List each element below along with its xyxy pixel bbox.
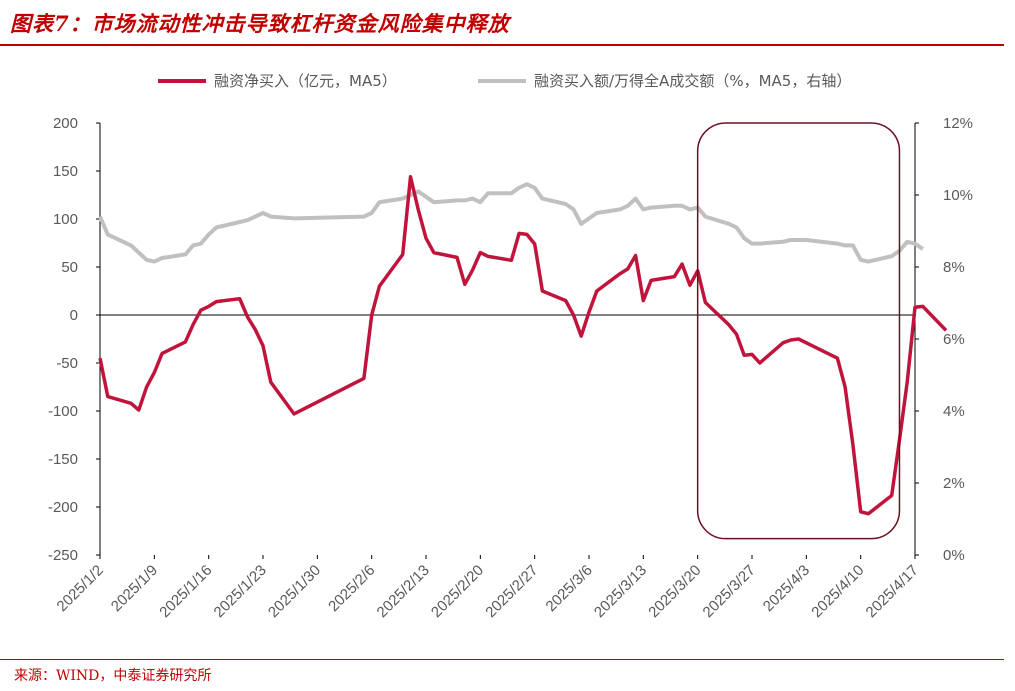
series-line-0 [98,175,948,516]
y-right-tick-label-1: 10% [943,187,973,204]
x-tick-label-6: 2025/2/13 [374,562,433,621]
y-right-tick-label-3: 6% [943,331,965,348]
legend-label-1: 融资买入额/万得全A成交额（%，MA5，右轴） [534,72,851,90]
y-left-tick-label-5: -50 [56,355,78,372]
x-tick-label-4: 2025/1/30 [265,562,324,621]
chart-title: 图表7：市场流动性冲击导致杠杆资金风险集中释放 [10,11,510,36]
x-tick-label-7: 2025/2/20 [428,562,487,621]
y-left-tick-label-7: -150 [48,451,78,468]
x-tick-label-12: 2025/3/27 [700,562,759,621]
x-tick-label-5: 2025/2/6 [325,562,378,615]
highlight-box [696,122,901,540]
y-left-tick-label-4: 0 [70,307,78,324]
x-tick-label-13: 2025/4/3 [760,562,813,615]
y-left-tick-label-1: 150 [53,163,78,180]
x-tick-label-9: 2025/3/6 [543,562,596,615]
x-tick-label-10: 2025/3/13 [591,562,650,621]
y-left-tick-label-0: 200 [53,115,78,132]
title-rule [0,44,1004,46]
x-tick-label-15: 2025/4/17 [863,562,922,621]
x-tick-label-3: 2025/1/23 [211,562,270,621]
x-tick-label-14: 2025/4/10 [808,562,867,621]
chart-svg: 200 150 100 50 0 -50 -100 -150 -200 -250 12% 10% 8% 6… [48,72,973,621]
y-left-tick-label-8: -200 [48,499,78,516]
x-tick-label-0: 2025/1/2 [54,562,107,615]
y-right-tick-label-6: 0% [943,547,965,564]
y-right-tick-label-0: 12% [943,115,973,132]
legend-label-0: 融资净买入（亿元，MA5） [214,72,397,90]
series-line-1 [98,182,924,264]
y-left-tick-label-3: 50 [61,259,78,276]
chart-area: 200 150 100 50 0 -50 -100 -150 -200 -250 12% 10% 8% 6… [0,50,1015,655]
y-left-tick-label-2: 100 [53,211,78,228]
x-tick-label-11: 2025/3/20 [645,562,704,621]
y-right-tick-label-4: 4% [943,403,965,420]
x-tick-label-8: 2025/2/27 [482,562,541,621]
y-right-tick-label-2: 8% [943,259,965,276]
y-left-tick-label-9: -250 [48,547,78,564]
x-tick-label-2: 2025/1/16 [156,562,215,621]
title-bar: 图表7：市场流动性冲击导致杠杆资金风险集中释放 [0,0,1015,46]
x-tick-label-1: 2025/1/9 [108,562,161,615]
source-note: 来源：WIND，中泰证券研究所 [14,668,212,684]
y-right-tick-label-5: 2% [943,475,965,492]
y-left-tick-label-6: -100 [48,403,78,420]
footer-rule [0,659,1004,660]
